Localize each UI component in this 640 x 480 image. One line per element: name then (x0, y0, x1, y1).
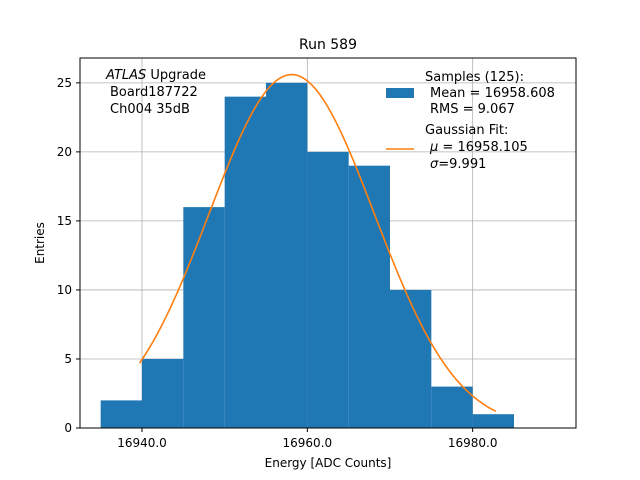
legend-fit-title: Gaussian Fit: (425, 123, 508, 138)
legend-fit-mu: μ = 16958.105 (429, 140, 528, 155)
histogram-bar (348, 165, 390, 428)
chart-title: Run 589 (299, 37, 357, 53)
atlas-label: ATLAS Upgrade (105, 68, 206, 83)
x-tick-label: 16980.0 (448, 436, 498, 450)
histogram-bar (142, 358, 184, 428)
x-tick-label: 16960.0 (283, 436, 333, 450)
histogram-bar (266, 82, 308, 429)
legend-hist-swatch (386, 88, 414, 98)
y-tick-label: 15 (57, 214, 72, 228)
x-axis-ticks: 16940.0 16960.0 16980.0 (117, 428, 497, 450)
gaussian-fit-curve (138, 73, 497, 413)
plot-frame (79, 57, 577, 429)
atlas-annotation: ATLAS Upgrade Board187722 Ch004 35dB (105, 68, 206, 117)
y-axis-ticks: 0 5 10 15 20 25 (57, 76, 80, 435)
channel-label: Ch004 35dB (110, 102, 190, 117)
legend-fit-sigma: σ=9.991 (430, 157, 486, 172)
y-tick-label: 25 (57, 76, 72, 90)
x-tick-label: 16940.0 (117, 436, 167, 450)
y-tick-label: 10 (57, 283, 72, 297)
histogram-bar (390, 289, 432, 428)
histogram-bar (431, 386, 473, 428)
y-tick-label: 5 (64, 352, 72, 366)
histogram-bar (183, 207, 225, 428)
gaussian-fit-layer (138, 73, 497, 413)
histogram-bar (100, 400, 142, 428)
histogram-bars (100, 82, 514, 429)
histogram-bar (307, 151, 349, 428)
legend-hist-mean: Mean = 16958.608 (430, 86, 555, 101)
y-axis-label: Entries (33, 222, 47, 264)
y-tick-label: 20 (57, 145, 72, 159)
histogram-bar (224, 96, 266, 429)
y-tick-label: 0 (64, 421, 72, 435)
x-axis-label: Energy [ADC Counts] (265, 456, 392, 470)
histogram-bar (472, 414, 514, 428)
legend-hist-rms: RMS = 9.067 (430, 102, 515, 117)
legend: Samples (125): Mean = 16958.608 RMS = 9.… (386, 70, 555, 172)
board-label: Board187722 (110, 85, 198, 100)
legend-hist-title: Samples (125): (425, 70, 524, 85)
